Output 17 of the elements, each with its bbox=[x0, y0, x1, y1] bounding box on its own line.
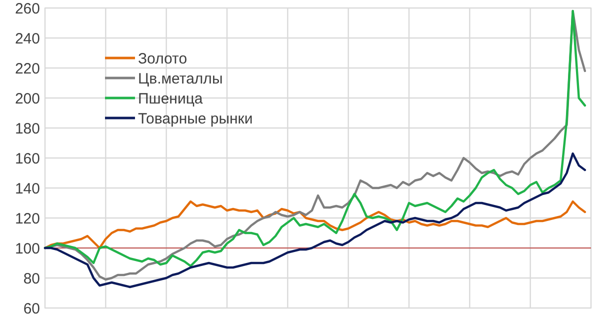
y-tick-label: 180 bbox=[14, 120, 40, 138]
y-tick-label: 220 bbox=[14, 60, 40, 78]
y-tick-label: 120 bbox=[14, 210, 40, 228]
legend-label: Цв.металлы bbox=[138, 70, 223, 88]
y-tick-label: 160 bbox=[14, 150, 40, 168]
legend-label: Пшеница bbox=[138, 90, 204, 108]
y-tick-label: 140 bbox=[14, 180, 40, 198]
legend-label: Товарные рынки bbox=[138, 110, 253, 128]
y-tick-label: 200 bbox=[14, 90, 40, 108]
y-tick-label: 260 bbox=[14, 0, 40, 18]
y-tick-label: 60 bbox=[23, 300, 40, 315]
y-tick-label: 240 bbox=[14, 30, 40, 48]
legend-label: Золото bbox=[138, 50, 188, 68]
y-tick-label: 80 bbox=[23, 270, 40, 288]
y-tick-label: 100 bbox=[14, 240, 40, 258]
line-series bbox=[44, 152, 586, 288]
line-series bbox=[44, 200, 586, 250]
